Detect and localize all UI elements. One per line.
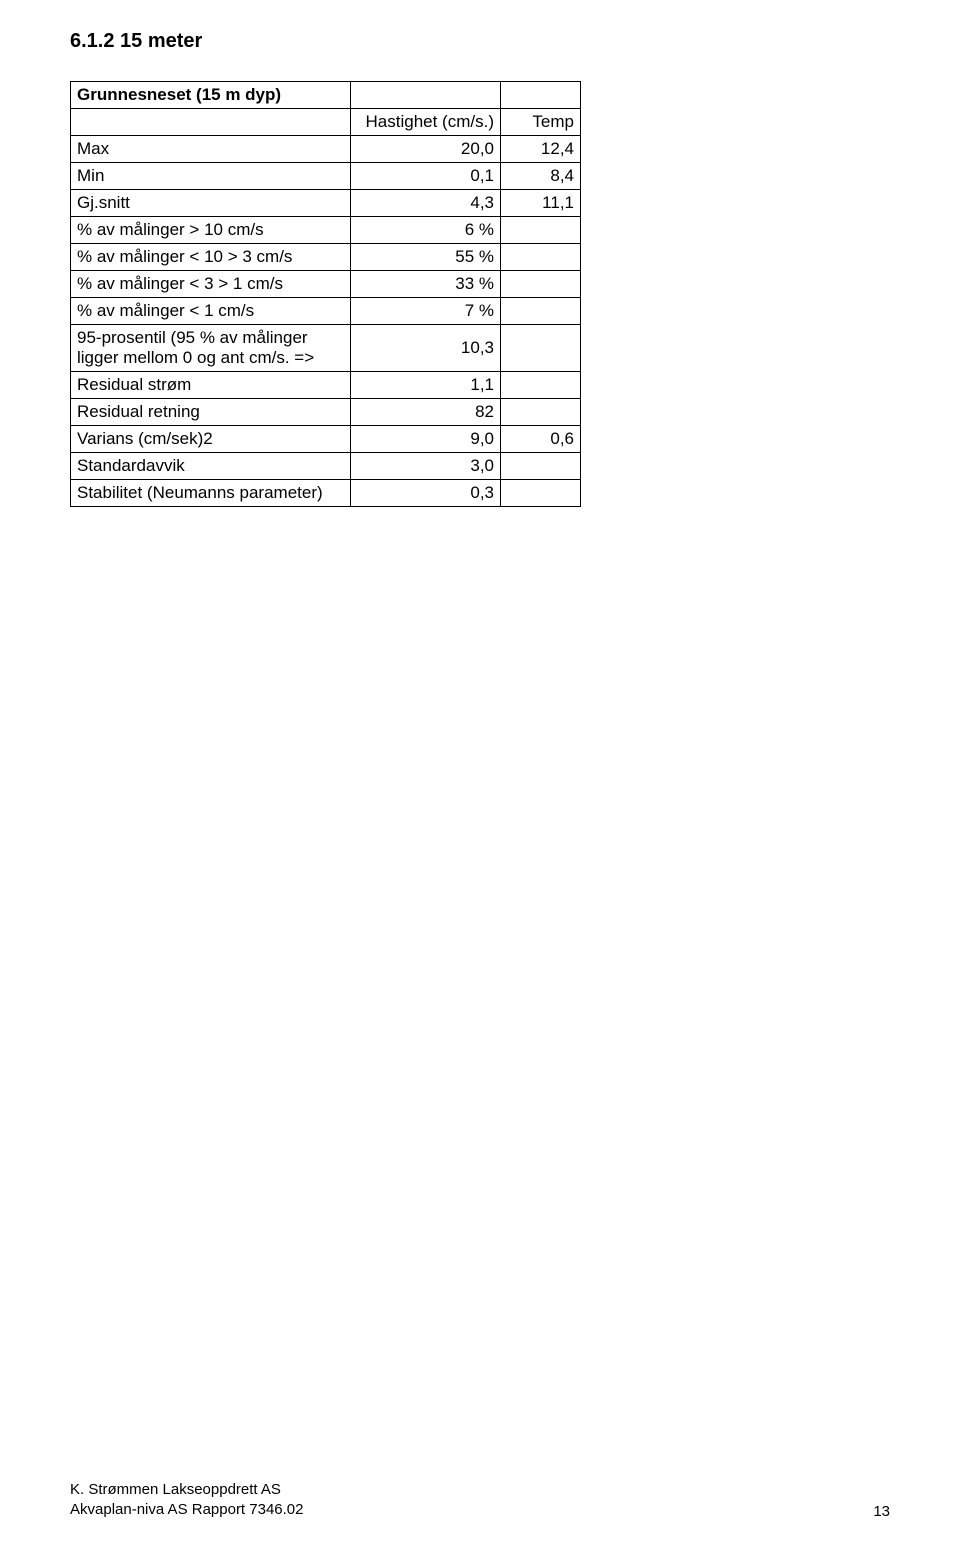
row-value-1 bbox=[351, 82, 501, 109]
table-row: % av målinger < 3 > 1 cm/s33 % bbox=[71, 271, 581, 298]
table-row: 95-prosentil (95 % av målinger ligger me… bbox=[71, 325, 581, 372]
row-value-2 bbox=[501, 244, 581, 271]
row-value-2: 12,4 bbox=[501, 136, 581, 163]
row-label bbox=[71, 109, 351, 136]
row-value-1: 20,0 bbox=[351, 136, 501, 163]
row-value-1: 3,0 bbox=[351, 453, 501, 480]
table-row: % av målinger < 1 cm/s7 % bbox=[71, 298, 581, 325]
row-value-1: 55 % bbox=[351, 244, 501, 271]
row-value-2 bbox=[501, 480, 581, 507]
row-value-2: 0,6 bbox=[501, 426, 581, 453]
row-value-1: 6 % bbox=[351, 217, 501, 244]
table-row: % av målinger > 10 cm/s6 % bbox=[71, 217, 581, 244]
row-label: Standardavvik bbox=[71, 453, 351, 480]
row-value-1: 0,1 bbox=[351, 163, 501, 190]
row-value-2: 11,1 bbox=[501, 190, 581, 217]
row-value-1: 4,3 bbox=[351, 190, 501, 217]
row-label: % av målinger < 3 > 1 cm/s bbox=[71, 271, 351, 298]
row-value-2: Temp bbox=[501, 109, 581, 136]
row-value-2 bbox=[501, 82, 581, 109]
table-row: % av målinger < 10 > 3 cm/s55 % bbox=[71, 244, 581, 271]
row-label: Min bbox=[71, 163, 351, 190]
table-row: Residual strøm1,1 bbox=[71, 372, 581, 399]
row-value-1: 7 % bbox=[351, 298, 501, 325]
footer-report: Akvaplan-niva AS Rapport 7346.02 bbox=[70, 1500, 304, 1520]
row-label: Stabilitet (Neumanns parameter) bbox=[71, 480, 351, 507]
table-row: Max20,012,4 bbox=[71, 136, 581, 163]
row-value-2 bbox=[501, 325, 581, 372]
section-heading: 6.1.2 15 meter bbox=[70, 30, 890, 53]
row-label: % av målinger < 10 > 3 cm/s bbox=[71, 244, 351, 271]
page-number: 13 bbox=[873, 1503, 890, 1520]
table-row: Hastighet (cm/s.)Temp bbox=[71, 109, 581, 136]
row-label: % av målinger < 1 cm/s bbox=[71, 298, 351, 325]
row-value-2 bbox=[501, 453, 581, 480]
table-row: Standardavvik3,0 bbox=[71, 453, 581, 480]
footer-company: K. Strømmen Lakseoppdrett AS bbox=[70, 1480, 304, 1500]
row-label: Grunnesneset (15 m dyp) bbox=[71, 82, 351, 109]
row-value-2 bbox=[501, 372, 581, 399]
row-value-2 bbox=[501, 271, 581, 298]
row-label: Residual retning bbox=[71, 399, 351, 426]
row-value-1: Hastighet (cm/s.) bbox=[351, 109, 501, 136]
page-footer: K. Strømmen Lakseoppdrett AS Akvaplan-ni… bbox=[70, 1480, 890, 1521]
row-label: 95-prosentil (95 % av målinger ligger me… bbox=[71, 325, 351, 372]
row-value-1: 9,0 bbox=[351, 426, 501, 453]
row-label: Max bbox=[71, 136, 351, 163]
row-value-2 bbox=[501, 399, 581, 426]
table-row: Min0,18,4 bbox=[71, 163, 581, 190]
row-value-2: 8,4 bbox=[501, 163, 581, 190]
row-value-1: 10,3 bbox=[351, 325, 501, 372]
row-label: Gj.snitt bbox=[71, 190, 351, 217]
table-row: Grunnesneset (15 m dyp) bbox=[71, 82, 581, 109]
row-value-1: 33 % bbox=[351, 271, 501, 298]
row-value-2 bbox=[501, 217, 581, 244]
data-table: Grunnesneset (15 m dyp)Hastighet (cm/s.)… bbox=[70, 81, 581, 507]
row-label: Varians (cm/sek)2 bbox=[71, 426, 351, 453]
table-row: Stabilitet (Neumanns parameter)0,3 bbox=[71, 480, 581, 507]
row-label: % av målinger > 10 cm/s bbox=[71, 217, 351, 244]
row-label: Residual strøm bbox=[71, 372, 351, 399]
table-row: Residual retning82 bbox=[71, 399, 581, 426]
row-value-1: 0,3 bbox=[351, 480, 501, 507]
table-row: Varians (cm/sek)29,00,6 bbox=[71, 426, 581, 453]
row-value-1: 82 bbox=[351, 399, 501, 426]
row-value-1: 1,1 bbox=[351, 372, 501, 399]
row-value-2 bbox=[501, 298, 581, 325]
table-row: Gj.snitt4,311,1 bbox=[71, 190, 581, 217]
